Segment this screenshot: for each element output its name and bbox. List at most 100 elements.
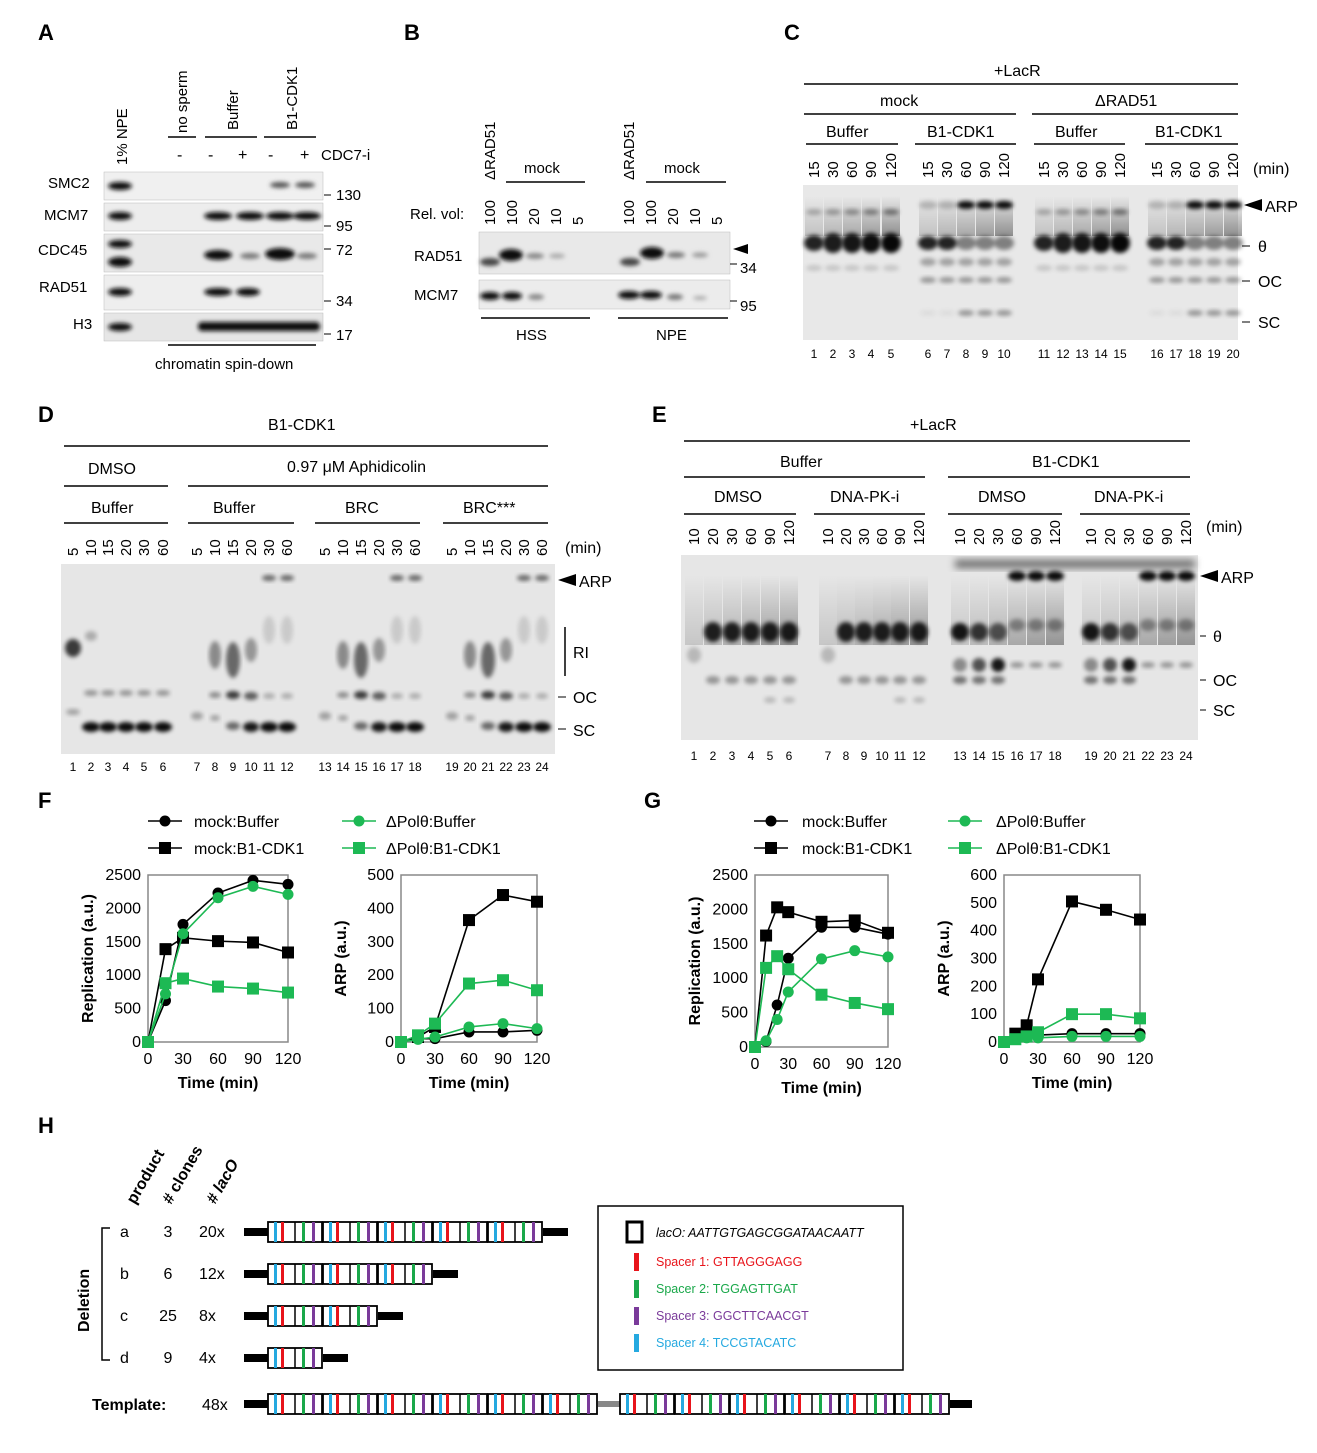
lane-numbers: 1 2 3 4 5 6 7 8 9 10 11 12 13 14 15 16 17 18 19 20 [811, 347, 1240, 361]
y-tick-label: 1500 [712, 936, 748, 953]
y-tick-label: 2500 [105, 867, 141, 884]
data-point [212, 935, 224, 948]
y-tick-label: 400 [367, 900, 394, 917]
data-point [1134, 1030, 1146, 1042]
legend-item: mock:B1-CDK1 [754, 841, 912, 858]
legend-item: mock:Buffer [148, 814, 280, 831]
vol-labels: 100 100 20 10 5 100 100 20 10 5 [482, 200, 726, 225]
x-tick-label: 30 [426, 1051, 444, 1068]
time-label: 30 [990, 528, 1007, 545]
y-axis-label: Replication (a.u.) [687, 897, 704, 1026]
legend-g: mock:Buffer mock:B1-CDK1 ΔPolθ:Buffer ΔP… [754, 814, 1111, 858]
time-label: 15 [480, 539, 497, 556]
time-label: 60 [874, 528, 891, 545]
mw: 34 [740, 260, 757, 277]
data-point [771, 901, 784, 914]
svg-text:0.97 μM Aphidicolin: 0.97 μM Aphidicolin [287, 459, 426, 476]
lane-number: 9 [982, 347, 989, 361]
lane-number: 2 [830, 347, 837, 361]
svg-text:20: 20 [526, 208, 543, 225]
lane-number: 3 [105, 760, 112, 774]
lane-number: 19 [1207, 347, 1221, 361]
data-point [247, 982, 259, 995]
data-point [782, 952, 794, 964]
time-labels: 15 30 60 90 120 15 30 60 90 120 15 30 60 90 120 15 30 60 9… [806, 153, 1242, 178]
top-label: ΔRAD51 [621, 122, 638, 180]
time-label: 10 [83, 539, 100, 556]
data-point [159, 977, 172, 990]
x-tick-label: 90 [244, 1051, 262, 1068]
rel-label: Rel. vol: [410, 206, 464, 223]
svg-text:B1-CDK1: B1-CDK1 [927, 124, 995, 141]
lane-number: 22 [1141, 749, 1155, 763]
header: +LacR [910, 417, 957, 434]
lane-number: 7 [825, 749, 832, 763]
data-point [463, 977, 475, 990]
row-label: RAD51 [414, 248, 462, 265]
data-point [815, 915, 828, 928]
time-label: 10 [1083, 528, 1100, 545]
data-point [1134, 913, 1146, 926]
data-point [760, 929, 773, 942]
y-tick-label: 0 [739, 1039, 748, 1056]
lane-number: 8 [843, 749, 850, 763]
svg-text:10: 10 [548, 208, 565, 225]
row-label: CDC45 [38, 242, 87, 259]
lane-number: 5 [767, 749, 774, 763]
x-tick-label: 60 [1063, 1051, 1081, 1068]
mw: 130 [336, 187, 361, 204]
svg-text:# clones: # clones [160, 1143, 207, 1207]
time-label: 30 [825, 161, 842, 178]
lane-number: 20 [1103, 749, 1117, 763]
row-label: RAD51 [39, 279, 87, 296]
y-tick-label: 100 [970, 1006, 997, 1023]
time-label: 30 [939, 161, 956, 178]
data-point [760, 1035, 772, 1047]
svg-text:BRC***: BRC*** [463, 500, 515, 517]
time-label: 30 [516, 539, 533, 556]
svg-text:Buffer: Buffer [91, 500, 134, 517]
row-label: SMC2 [48, 175, 90, 192]
template-construct [244, 1393, 972, 1415]
svg-text:DMSO: DMSO [88, 461, 136, 478]
y-tick-label: 200 [367, 967, 394, 984]
svg-text:ΔPolθ:B1-CDK1: ΔPolθ:B1-CDK1 [386, 841, 501, 858]
lane-number: 24 [535, 760, 549, 774]
lane-number: 7 [944, 347, 951, 361]
data-point [760, 961, 773, 974]
product-letter: b [120, 1266, 129, 1283]
time-label: 15 [100, 539, 117, 556]
lane-number: 13 [953, 749, 967, 763]
panel-c: +LacR mock ΔRAD51 Buffer B1-CDK1 Buffer … [803, 63, 1298, 361]
data-point [177, 972, 189, 985]
time-label: 10 [207, 539, 224, 556]
lane-number: 14 [972, 749, 986, 763]
lane-number: 20 [1226, 347, 1240, 361]
legend-item: ΔPolθ:Buffer [948, 814, 1086, 831]
svg-text:B1-CDK1: B1-CDK1 [1155, 124, 1223, 141]
product-letter: a [120, 1224, 129, 1241]
chart-g-left: 0 500 1000 1500 2000 2500 0 30 60 90 120 Time (min)… [687, 867, 901, 1097]
laco-count: 8x [199, 1308, 216, 1325]
lane-number: 12 [912, 749, 926, 763]
data-point [882, 1003, 894, 1016]
mock-label: mock [664, 160, 700, 177]
svg-text:DMSO: DMSO [978, 489, 1026, 506]
data-point [412, 1029, 424, 1042]
band-label: ARP [1221, 570, 1254, 587]
y-tick-label: 500 [721, 1005, 748, 1022]
gel-d [65, 575, 551, 732]
band-label: SC [1213, 703, 1235, 720]
data-point [159, 943, 172, 956]
data-point [1100, 1030, 1112, 1042]
time-label: 60 [155, 539, 172, 556]
svg-text:mock:B1-CDK1: mock:B1-CDK1 [802, 841, 912, 858]
key-spacer4: Spacer 4: TCCGTACATC [656, 1336, 796, 1350]
lane-number: 11 [1038, 347, 1051, 361]
time-label: 60 [534, 539, 551, 556]
time-label: 10 [952, 528, 969, 545]
time-label: 20 [118, 539, 135, 556]
legend-item: ΔPolθ:B1-CDK1 [342, 841, 501, 858]
